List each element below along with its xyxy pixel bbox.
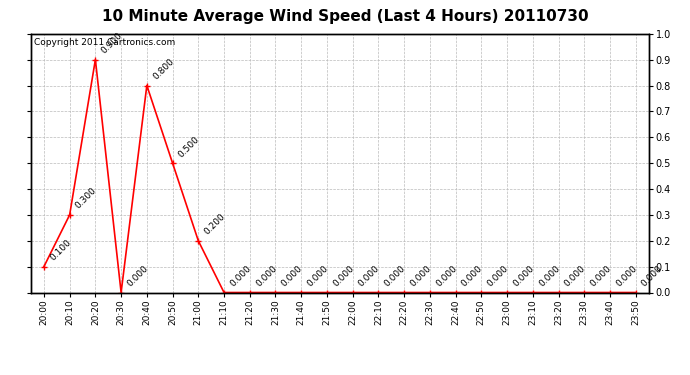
Text: 0.000: 0.000 xyxy=(408,264,433,288)
Text: 0.000: 0.000 xyxy=(306,264,330,288)
Text: 0.000: 0.000 xyxy=(537,264,562,288)
Text: 0.200: 0.200 xyxy=(202,212,227,237)
Text: 0.000: 0.000 xyxy=(460,264,484,288)
Text: 0.000: 0.000 xyxy=(486,264,510,288)
Text: 0.000: 0.000 xyxy=(126,264,150,288)
Text: Copyright 2011 Cartronics.com: Copyright 2011 Cartronics.com xyxy=(34,38,175,46)
Text: 0.000: 0.000 xyxy=(434,264,459,288)
Text: 0.000: 0.000 xyxy=(382,264,407,288)
Text: 0.800: 0.800 xyxy=(151,57,176,81)
Text: 10 Minute Average Wind Speed (Last 4 Hours) 20110730: 10 Minute Average Wind Speed (Last 4 Hou… xyxy=(101,9,589,24)
Text: 0.100: 0.100 xyxy=(48,238,72,262)
Text: 0.000: 0.000 xyxy=(279,264,304,288)
Text: 0.000: 0.000 xyxy=(511,264,536,288)
Text: 0.000: 0.000 xyxy=(331,264,356,288)
Text: 0.000: 0.000 xyxy=(614,264,639,288)
Text: 0.000: 0.000 xyxy=(589,264,613,288)
Text: 0.000: 0.000 xyxy=(254,264,279,288)
Text: 0.000: 0.000 xyxy=(357,264,382,288)
Text: 0.900: 0.900 xyxy=(99,31,124,56)
Text: 0.000: 0.000 xyxy=(640,264,664,288)
Text: 0.500: 0.500 xyxy=(177,134,201,159)
Text: 0.000: 0.000 xyxy=(563,264,587,288)
Text: 0.300: 0.300 xyxy=(74,186,99,211)
Text: 0.000: 0.000 xyxy=(228,264,253,288)
